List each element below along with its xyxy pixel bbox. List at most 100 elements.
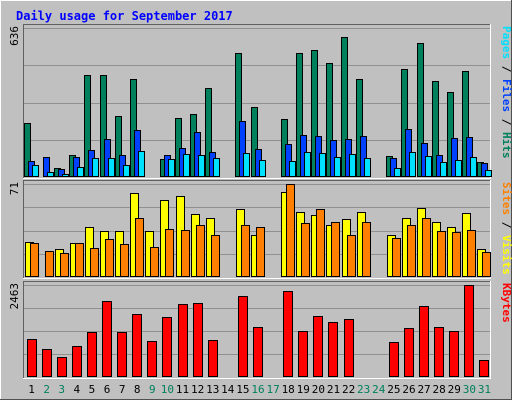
bar-kbytes-kbytes-day-13 [208,340,218,377]
bar-kbytes-kbytes-day-31 [479,360,489,377]
bar-kbytes-kbytes-day-3 [57,357,67,377]
bar-kbytes-kbytes-day-20 [313,316,323,377]
bar-hits-pages-day-15 [243,153,250,177]
x-tick-label-day-6: 6 [104,383,111,396]
bar-hits-pages-day-2 [47,172,54,177]
panel-hits-max-label: 636 [8,26,21,46]
x-tick-label-day-20: 20 [312,383,325,396]
bar-hits-hits-day-11 [175,118,182,177]
x-tick-label-day-11: 11 [176,383,189,396]
panel-visits-legend: Sites / Visits [500,182,512,275]
bar-hits-hits-day-27 [417,43,424,177]
bar-visits-sites-day-9 [150,247,159,277]
bar-hits-hits-day-28 [432,81,439,177]
panel-hits: 636 Pages / Files / Hits [8,24,512,179]
bar-kbytes-kbytes-day-6 [102,301,112,377]
bar-hits-files-day-12 [194,132,201,177]
panel-hits-legend-separator-3: / [500,112,512,132]
x-tick-label-day-28: 28 [433,383,446,396]
panel-hits-legend-files: Files [500,79,512,112]
bar-hits-pages-day-7 [123,165,130,177]
bar-hits-hits-day-20 [311,50,318,177]
bar-visits-sites-day-16 [256,227,265,277]
bar-hits-hits-day-8 [130,79,137,177]
x-tick-label-day-25: 25 [387,383,400,396]
bar-hits-files-day-23 [360,136,367,177]
x-tick-label-day-5: 5 [89,383,96,396]
x-tick-label-day-23: 23 [357,383,370,396]
bar-kbytes-kbytes-day-26 [404,328,414,377]
bar-kbytes-kbytes-day-15 [238,296,248,377]
bar-hits-pages-day-19 [304,152,311,177]
bar-hits-pages-day-31 [485,170,492,177]
panel-kbytes: 2463 KBytes [8,281,512,379]
bar-visits-sites-day-8 [135,218,144,277]
x-tick-label-day-14: 14 [221,383,235,396]
bar-hits-files-day-29 [451,138,458,177]
bar-visits-sites-day-22 [347,235,356,277]
panel-kbytes-max-label: 2463 [8,283,21,310]
bar-visits-sites-day-29 [452,232,461,277]
bar-visits-sites-day-13 [211,235,220,277]
bar-visits-sites-day-18 [286,184,295,277]
bar-hits-pages-day-23 [364,158,371,177]
bar-hits-pages-day-18 [289,161,296,177]
bar-kbytes-kbytes-day-8 [132,314,142,377]
x-tick-label-day-31: 31 [478,383,491,396]
x-tick-label-day-26: 26 [402,383,415,396]
x-tick-label-day-8: 8 [134,383,141,396]
panel-hits-legend-hits: Hits [500,132,512,159]
bar-hits-pages-day-30 [470,157,477,177]
x-axis-labels: 1 2 3 4 5 6 7 8 9 10 11 12 13 14 15 16 17 18 19 20 21 22 23 24 2… [28,383,491,396]
bar-hits-pages-day-12 [198,155,205,177]
bar-kbytes-kbytes-day-11 [178,304,188,377]
panel-visits-legend-separator-1: / [500,215,512,235]
bar-hits-pages-day-20 [319,153,326,177]
x-tick-label-day-12: 12 [191,383,204,396]
bar-hits-pages-day-26 [409,152,416,177]
bar-visits-sites-day-30 [467,230,476,277]
bar-hits-hits-day-13 [205,88,212,177]
bar-visits-sites-day-28 [437,231,446,277]
panel-kbytes-legend-kbytes: KBytes [500,283,512,323]
bar-hits-files-day-3 [58,169,65,177]
bar-visits-sites-day-15 [241,225,250,277]
x-tick-label-day-3: 3 [58,383,65,396]
bar-hits-files-day-15 [239,121,246,177]
bar-hits-hits-day-5 [84,75,91,177]
x-tick-label-day-22: 22 [342,383,355,396]
panel-kbytes-legend: KBytes [500,283,512,323]
bar-visits-sites-day-31 [482,252,491,277]
bar-visits-sites-day-2 [45,251,54,277]
bar-hits-hits-day-26 [401,69,408,177]
bar-visits-sites-day-3 [60,253,69,277]
bar-kbytes-kbytes-day-16 [253,327,263,377]
bar-kbytes-kbytes-day-12 [193,303,203,377]
x-tick-label-day-17: 17 [266,383,279,396]
bar-visits-sites-day-4 [75,243,84,277]
bar-visits-sites-day-1 [30,243,39,277]
bar-hits-pages-day-8 [138,151,145,177]
bar-kbytes-kbytes-day-4 [72,346,82,377]
bar-visits-sites-day-27 [422,218,431,277]
x-tick-label-day-2: 2 [43,383,50,396]
x-tick-label-day-18: 18 [282,383,295,396]
x-tick-label-day-16: 16 [251,383,264,396]
bar-hits-hits-day-19 [296,53,303,177]
bar-visits-sites-day-26 [407,225,416,277]
bar-kbytes-kbytes-day-18 [283,291,293,377]
bar-hits-pages-day-4 [77,167,84,177]
bar-hits-pages-day-28 [440,162,447,177]
bar-hits-hits-day-6 [100,75,107,177]
bar-visits-sites-day-23 [362,222,371,277]
bar-kbytes-kbytes-day-10 [162,317,172,377]
bar-kbytes-kbytes-day-25 [389,342,399,377]
bar-hits-pages-day-3 [62,174,69,177]
bar-kbytes-kbytes-day-2 [42,349,52,377]
bar-hits-hits-day-21 [326,63,333,177]
x-tick-label-day-13: 13 [206,383,219,396]
bar-hits-pages-day-29 [455,160,462,177]
bar-hits-pages-day-21 [334,157,341,177]
bar-hits-files-day-18 [285,144,292,177]
